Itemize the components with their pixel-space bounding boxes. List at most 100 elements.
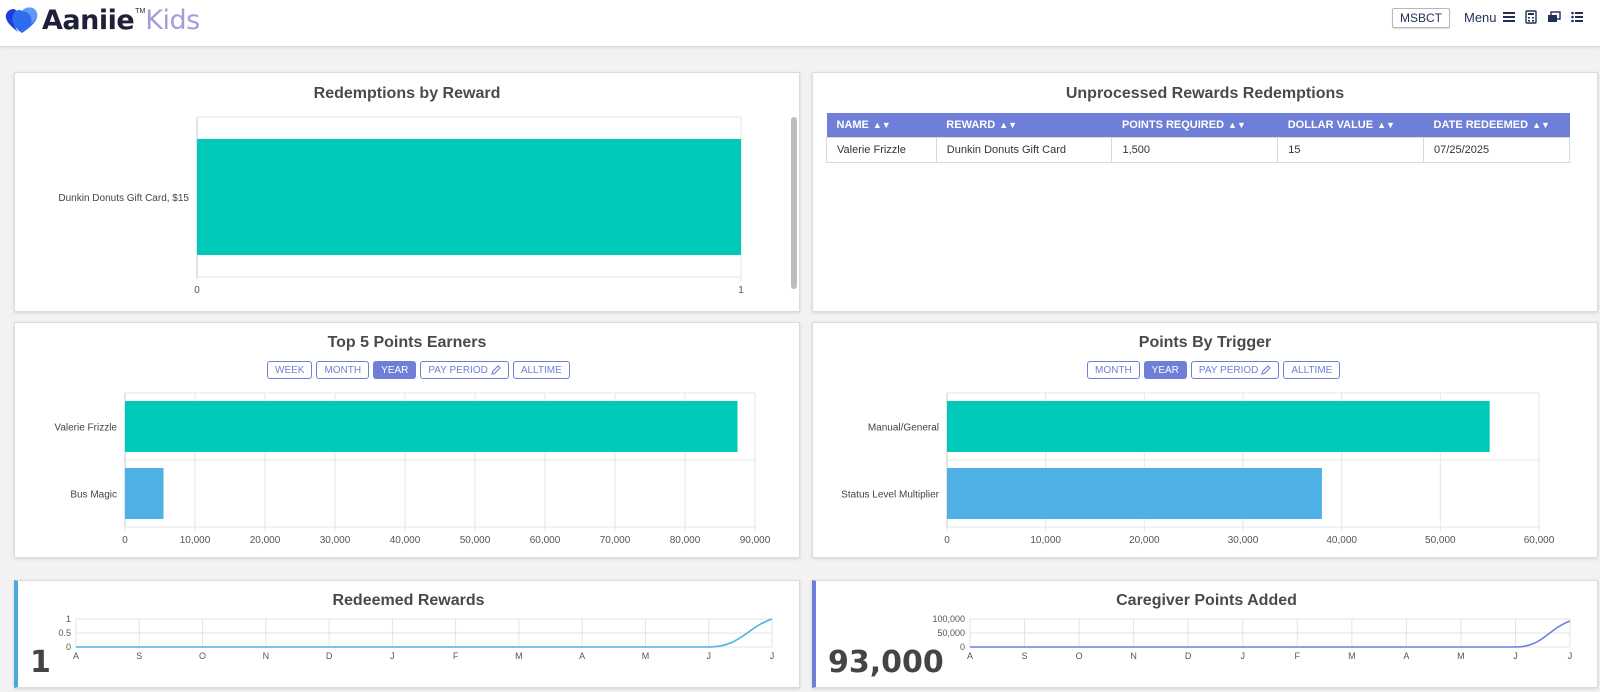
caregiver-points-panel: Caregiver Points Added 93,000 A S O N D J F M A M… bbox=[812, 580, 1598, 688]
sort-icon[interactable]: ▲▼ bbox=[1228, 119, 1246, 130]
x-tick-label: 50,000 bbox=[460, 535, 491, 546]
filter-button-alltime[interactable]: ALLTIME bbox=[512, 361, 570, 379]
bar bbox=[125, 468, 164, 519]
x-tick-label: 0 bbox=[122, 535, 128, 546]
x-tick-label: 60,000 bbox=[1524, 535, 1555, 546]
pencil-icon bbox=[1261, 365, 1272, 375]
filter-button-label: MONTH bbox=[324, 364, 362, 376]
panel-title: Top 5 Points Earners bbox=[327, 334, 487, 351]
table-row[interactable]: Valerie Frizzle Dunkin Donuts Gift Card … bbox=[826, 136, 1570, 163]
x-tick-label: J bbox=[770, 651, 775, 661]
cell-date-redeemed: 07/25/2025 bbox=[1423, 136, 1570, 163]
filter-button-label: MONTH bbox=[1095, 364, 1132, 376]
filter-button-pay-period[interactable]: PAY PERIOD bbox=[420, 361, 509, 379]
caregiver-points-sparkline: A S O N D J F M A M J J 100,000 50,000 0 bbox=[932, 615, 1572, 661]
x-tick-label: A bbox=[579, 651, 585, 661]
panel-title: Caregiver Points Added bbox=[1116, 592, 1297, 609]
x-tick-label: M bbox=[1348, 651, 1356, 661]
x-tick-label: 20,000 bbox=[250, 535, 281, 546]
column-header-dollar-value[interactable]: DOLLAR VALUE ▲▼ bbox=[1277, 113, 1424, 137]
x-tick-label: M bbox=[1457, 651, 1465, 661]
sort-icon[interactable]: ▲▼ bbox=[872, 119, 891, 130]
top-bar: Aaniie TM Kids MSBCT Menu bbox=[0, 0, 1600, 47]
unprocessed-redemptions-table: NAME ▲▼ REWARD ▲▼ POINTS REQUIRED ▲▼ DOLLAR… bbox=[826, 113, 1570, 163]
filter-button-alltime[interactable]: ALLTIME bbox=[1283, 361, 1341, 379]
top-points-earners-panel: Top 5 Points Earners WEEK MONTH YEAR PAY PE… bbox=[14, 322, 800, 558]
windows-icon[interactable] bbox=[1547, 10, 1561, 24]
panel-title: Redemptions by Reward bbox=[313, 85, 501, 102]
sort-icon[interactable]: ▲▼ bbox=[1532, 119, 1550, 130]
calculator-icon[interactable] bbox=[1524, 10, 1538, 24]
x-tick-label: M bbox=[642, 651, 650, 661]
list-icon[interactable] bbox=[1570, 10, 1584, 24]
unprocessed-redemptions-panel: Unprocessed Rewards Redemptions NAME ▲▼ R… bbox=[812, 72, 1598, 312]
x-tick-label: 10,000 bbox=[180, 535, 211, 546]
x-tick-label: 1 bbox=[738, 285, 744, 296]
sort-icon[interactable]: ▲▼ bbox=[1377, 119, 1395, 130]
points-by-trigger-panel: Points By Trigger MONTH YEAR PAY PERIOD ALL… bbox=[812, 322, 1598, 558]
column-header-name[interactable]: NAME ▲▼ bbox=[826, 113, 937, 137]
x-tick-label: 30,000 bbox=[1228, 535, 1259, 546]
top-points-earners-chart: 0 10,000 20,000 30,000 40,000 50,000 60,000 70,… bbox=[54, 392, 771, 546]
column-header-date-redeemed[interactable]: DATE REDEEMED ▲▼ bbox=[1423, 113, 1570, 137]
x-tick-label: 0 bbox=[944, 535, 950, 546]
x-tick-label: A bbox=[1403, 651, 1409, 661]
x-tick-label: 30,000 bbox=[320, 535, 351, 546]
panel-title: Redeemed Rewards bbox=[332, 592, 485, 609]
x-tick-label: A bbox=[967, 651, 973, 661]
scrollbar-thumb[interactable] bbox=[791, 117, 797, 289]
x-tick-label: F bbox=[453, 651, 459, 661]
series-line bbox=[76, 618, 773, 648]
bar bbox=[125, 401, 738, 452]
points-by-trigger-chart: 0 10,000 20,000 30,000 40,000 50,000 60,000 Man… bbox=[841, 392, 1555, 546]
org-button[interactable]: MSBCT bbox=[1392, 8, 1450, 28]
y-tick-label: 0 bbox=[960, 642, 965, 652]
filter-button-year[interactable]: YEAR bbox=[1143, 361, 1187, 379]
cell-name: Valerie Frizzle bbox=[826, 136, 937, 163]
x-tick-label: J bbox=[706, 651, 711, 661]
x-tick-label: O bbox=[199, 651, 206, 661]
filter-button-week[interactable]: WEEK bbox=[267, 361, 313, 379]
hamburger-icon[interactable] bbox=[1502, 10, 1516, 24]
x-tick-label: 0 bbox=[194, 285, 200, 296]
x-tick-label: N bbox=[263, 651, 270, 661]
filter-button-month[interactable]: MONTH bbox=[316, 361, 370, 379]
period-filter-group: MONTH YEAR PAY PERIOD ALLTIME bbox=[1087, 361, 1341, 379]
x-tick-label: F bbox=[1295, 651, 1301, 661]
redeemed-rewards-sparkline: A S O N D J F M A M J J 1 0.5 0 bbox=[58, 615, 775, 661]
x-tick-label: 50,000 bbox=[1425, 535, 1456, 546]
x-tick-label: S bbox=[1022, 651, 1028, 661]
filter-button-label: PAY PERIOD bbox=[428, 364, 488, 376]
x-tick-label: A bbox=[73, 651, 79, 661]
x-tick-label: O bbox=[1076, 651, 1083, 661]
column-header-reward[interactable]: REWARD ▲▼ bbox=[936, 113, 1112, 137]
filter-button-label: ALLTIME bbox=[1291, 364, 1333, 376]
bar bbox=[947, 468, 1322, 519]
panel-title: Unprocessed Rewards Redemptions bbox=[1065, 85, 1345, 102]
x-tick-label: 40,000 bbox=[390, 535, 421, 546]
heart-logo-icon bbox=[5, 7, 38, 33]
y-tick-label: 0 bbox=[66, 642, 71, 652]
logo-text-main: Aaniie bbox=[42, 4, 135, 36]
caregiver-points-total: 93,000 bbox=[828, 645, 944, 680]
filter-button-pay-period[interactable]: PAY PERIOD bbox=[1190, 361, 1280, 379]
x-tick-label: J bbox=[1513, 651, 1518, 661]
menu-label[interactable]: Menu bbox=[1464, 10, 1497, 25]
logo-trademark: TM bbox=[135, 7, 146, 15]
column-header-points-required[interactable]: POINTS REQUIRED ▲▼ bbox=[1111, 113, 1278, 137]
x-tick-label: 80,000 bbox=[670, 535, 701, 546]
filter-button-year[interactable]: YEAR bbox=[373, 361, 417, 379]
filter-button-month[interactable]: MONTH bbox=[1087, 361, 1140, 379]
redemptions-by-reward-chart: 0 1 Dunkin Donuts Gift Card, $15 bbox=[58, 116, 744, 296]
x-tick-label: M bbox=[515, 651, 523, 661]
logo[interactable]: Aaniie TM Kids bbox=[4, 2, 200, 38]
x-tick-label: 90,000 bbox=[740, 535, 771, 546]
filter-button-label: ALLTIME bbox=[520, 364, 562, 376]
category-label: Manual/General bbox=[868, 423, 939, 434]
panel-title: Points By Trigger bbox=[1138, 334, 1272, 351]
x-tick-label: J bbox=[1240, 651, 1245, 661]
category-label: Bus Magic bbox=[70, 490, 117, 501]
sort-icon[interactable]: ▲▼ bbox=[999, 119, 1018, 130]
x-tick-label: 10,000 bbox=[1030, 535, 1061, 546]
category-label: Status Level Multiplier bbox=[841, 490, 939, 501]
